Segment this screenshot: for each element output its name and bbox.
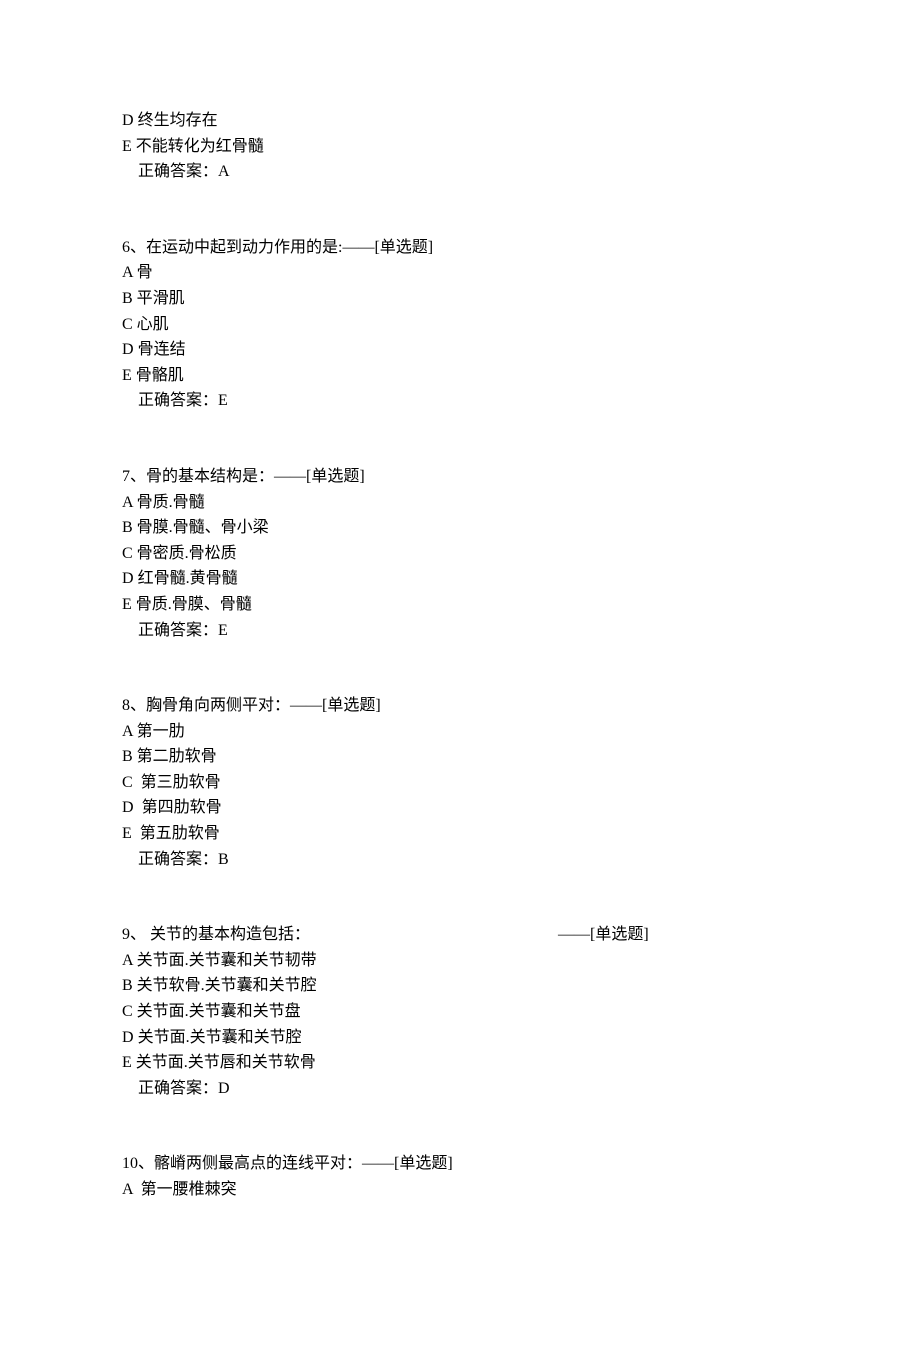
option-text: 不能转化为红骨髓 <box>136 138 264 155</box>
answer-prefix: 正确答案： <box>138 622 218 639</box>
option-label: B <box>122 977 133 994</box>
option-label: E <box>122 596 132 613</box>
option-line: A 关节面.关节囊和关节韧带 <box>122 948 798 974</box>
option-label: A <box>122 952 133 969</box>
option-line: D 红骨髓.黄骨髓 <box>122 566 798 592</box>
answer-prefix: 正确答案： <box>138 163 218 180</box>
option-label: D <box>122 112 134 129</box>
option-label: C <box>122 316 133 333</box>
question-stem-right: ——[单选题] <box>558 922 649 948</box>
option-line: C 第三肋软骨 <box>122 770 798 796</box>
option-text: 第一腰椎棘突 <box>137 1181 237 1198</box>
option-line: E 骨骼肌 <box>122 363 798 389</box>
answer-line: 正确答案：A <box>122 159 798 185</box>
option-line: D 关节面.关节囊和关节腔 <box>122 1025 798 1051</box>
option-text: 关节面.关节囊和关节腔 <box>138 1029 302 1046</box>
option-text: 关节面.关节唇和关节软骨 <box>136 1054 316 1071</box>
option-line: E 骨质.骨膜、骨髓 <box>122 592 798 618</box>
option-text: 平滑肌 <box>137 290 185 307</box>
option-line: A 骨 <box>122 260 798 286</box>
option-line: D 第四肋软骨 <box>122 795 798 821</box>
option-text: 第五肋软骨 <box>136 825 220 842</box>
option-text: 关节面.关节囊和关节韧带 <box>137 952 317 969</box>
option-label: D <box>122 570 134 587</box>
option-label: B <box>122 519 133 536</box>
option-line: E 不能转化为红骨髓 <box>122 134 798 160</box>
answer-prefix: 正确答案： <box>138 851 218 868</box>
option-line: A 第一腰椎棘突 <box>122 1177 798 1203</box>
question-stem: 6、在运动中起到动力作用的是:——[单选题] <box>122 235 798 261</box>
answer-value: D <box>218 1080 230 1097</box>
option-line: A 第一肋 <box>122 719 798 745</box>
option-text: 第三肋软骨 <box>137 774 221 791</box>
option-line: C 关节面.关节囊和关节盘 <box>122 999 798 1025</box>
answer-prefix: 正确答案： <box>138 1080 218 1097</box>
option-line: E 关节面.关节唇和关节软骨 <box>122 1050 798 1076</box>
question-stem: 9、 关节的基本构造包括： ——[单选题] <box>122 922 798 948</box>
document-page: D 终生均存在 E 不能转化为红骨髓 正确答案：A 6、在运动中起到动力作用的是… <box>0 0 920 1353</box>
option-label: A <box>122 264 133 281</box>
option-text: 第四肋软骨 <box>138 799 222 816</box>
option-line: D 终生均存在 <box>122 108 798 134</box>
question-8: 8、胸骨角向两侧平对：——[单选题] A 第一肋 B 第二肋软骨 C 第三肋软骨… <box>122 693 798 872</box>
option-text: 终生均存在 <box>138 112 218 129</box>
option-label: E <box>122 367 132 384</box>
option-line: B 第二肋软骨 <box>122 744 798 770</box>
option-line: B 关节软骨.关节囊和关节腔 <box>122 973 798 999</box>
option-line: D 骨连结 <box>122 337 798 363</box>
option-label: B <box>122 748 133 765</box>
option-label: D <box>122 341 134 358</box>
option-label: C <box>122 545 133 562</box>
question-6: 6、在运动中起到动力作用的是:——[单选题] A 骨 B 平滑肌 C 心肌 D … <box>122 235 798 414</box>
option-line: C 骨密质.骨松质 <box>122 541 798 567</box>
question-stem: 8、胸骨角向两侧平对：——[单选题] <box>122 693 798 719</box>
question-stem-left: 9、 关节的基本构造包括： <box>122 922 310 948</box>
question-stem: 7、骨的基本结构是：——[单选题] <box>122 464 798 490</box>
option-label: E <box>122 138 132 155</box>
answer-value: E <box>218 392 228 409</box>
option-text: 骨连结 <box>138 341 186 358</box>
option-text: 骨质.骨髓 <box>137 494 205 511</box>
option-line: B 平滑肌 <box>122 286 798 312</box>
option-text: 骨膜.骨髓、骨小梁 <box>137 519 269 536</box>
question-10: 10、髂嵴两侧最高点的连线平对：——[单选题] A 第一腰椎棘突 <box>122 1151 798 1202</box>
question-5-tail: D 终生均存在 E 不能转化为红骨髓 正确答案：A <box>122 108 798 185</box>
option-label: E <box>122 825 132 842</box>
option-text: 红骨髓.黄骨髓 <box>138 570 238 587</box>
option-label: A <box>122 723 133 740</box>
option-line: E 第五肋软骨 <box>122 821 798 847</box>
answer-value: B <box>218 851 229 868</box>
option-text: 关节面.关节囊和关节盘 <box>137 1003 301 1020</box>
answer-line: 正确答案：E <box>122 618 798 644</box>
option-text: 关节软骨.关节囊和关节腔 <box>137 977 317 994</box>
option-label: B <box>122 290 133 307</box>
option-text: 骨骼肌 <box>136 367 184 384</box>
option-label: D <box>122 799 134 816</box>
answer-line: 正确答案：E <box>122 388 798 414</box>
option-text: 骨密质.骨松质 <box>137 545 237 562</box>
option-line: A 骨质.骨髓 <box>122 490 798 516</box>
answer-value: E <box>218 622 228 639</box>
option-line: B 骨膜.骨髓、骨小梁 <box>122 515 798 541</box>
answer-line: 正确答案：D <box>122 1076 798 1102</box>
option-line: C 心肌 <box>122 312 798 338</box>
option-text: 第一肋 <box>137 723 185 740</box>
option-text: 骨 <box>137 264 153 281</box>
option-label: E <box>122 1054 132 1071</box>
question-stem: 10、髂嵴两侧最高点的连线平对：——[单选题] <box>122 1151 798 1177</box>
option-text: 第二肋软骨 <box>137 748 217 765</box>
question-9: 9、 关节的基本构造包括： ——[单选题] A 关节面.关节囊和关节韧带 B 关… <box>122 922 798 1101</box>
option-text: 心肌 <box>137 316 169 333</box>
question-7: 7、骨的基本结构是：——[单选题] A 骨质.骨髓 B 骨膜.骨髓、骨小梁 C … <box>122 464 798 643</box>
option-text: 骨质.骨膜、骨髓 <box>136 596 252 613</box>
option-label: A <box>122 494 133 511</box>
option-label: C <box>122 1003 133 1020</box>
answer-prefix: 正确答案： <box>138 392 218 409</box>
option-label: C <box>122 774 133 791</box>
option-label: A <box>122 1181 133 1198</box>
answer-line: 正确答案：B <box>122 847 798 873</box>
answer-value: A <box>218 163 230 180</box>
option-label: D <box>122 1029 134 1046</box>
